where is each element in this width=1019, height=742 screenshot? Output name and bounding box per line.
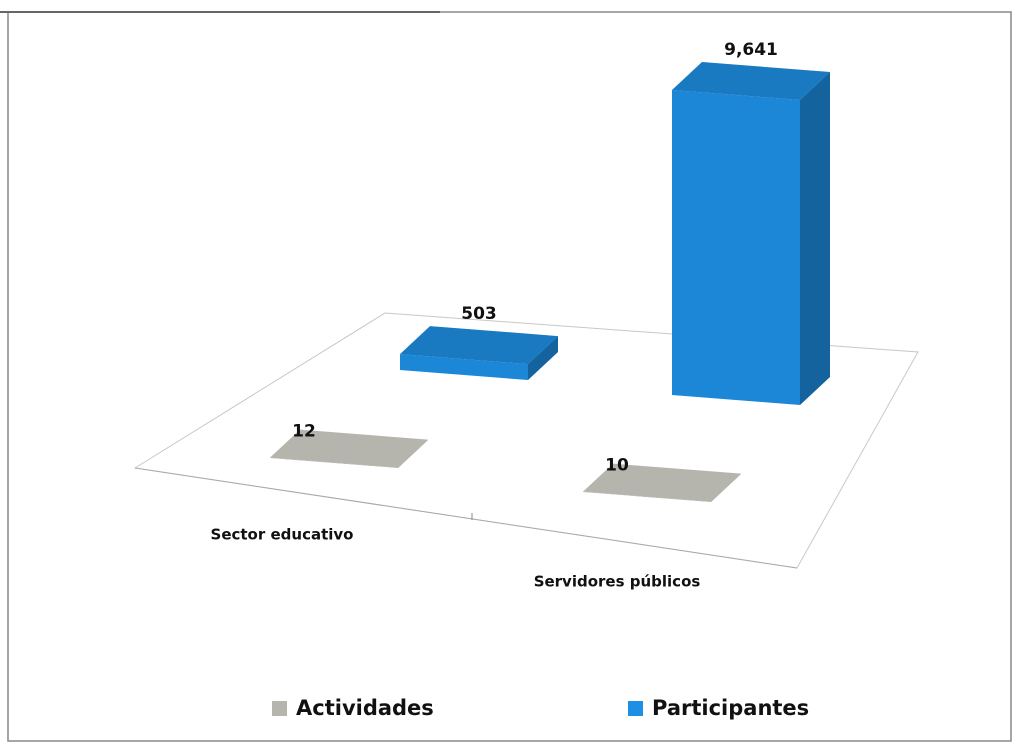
bar-top-shade	[400, 326, 558, 365]
legend-label: Actividades	[296, 696, 434, 720]
data-label: 12	[292, 422, 316, 442]
bar	[400, 326, 558, 380]
x-tick-label: Servidores públicos	[534, 573, 701, 591]
bar-top	[672, 62, 830, 100]
bar-side	[528, 336, 558, 380]
bar-side	[711, 473, 741, 502]
bar-front-shade	[672, 90, 800, 405]
bar-front-shade	[270, 457, 398, 468]
x-axis	[134, 467, 798, 569]
bar-side-shade	[711, 473, 741, 502]
bar-front-shade	[400, 354, 528, 380]
bar-front	[400, 354, 528, 380]
data-label: 503	[461, 304, 497, 324]
bar	[270, 429, 428, 468]
legend-swatch	[272, 701, 287, 716]
bar-side-shade	[528, 336, 558, 380]
bar-top	[583, 463, 741, 502]
bar-front	[672, 90, 800, 405]
data-label: 10	[605, 456, 629, 476]
legend-label: Participantes	[652, 696, 809, 720]
legend-swatch	[628, 701, 643, 716]
bar-top	[270, 429, 428, 468]
bar-side	[398, 439, 428, 468]
bar	[672, 62, 830, 405]
x-tick-label: Sector educativo	[211, 526, 354, 544]
bar-front	[583, 491, 711, 502]
bar-front	[270, 457, 398, 468]
data-label: 9,641	[724, 40, 778, 60]
bar-top	[400, 326, 558, 365]
bar	[583, 463, 741, 502]
bar-side	[800, 72, 830, 405]
bar-front-shade	[583, 491, 711, 502]
bar-side-shade	[800, 72, 830, 405]
bar-top-shade	[672, 62, 830, 100]
bar-side-shade	[398, 439, 428, 468]
